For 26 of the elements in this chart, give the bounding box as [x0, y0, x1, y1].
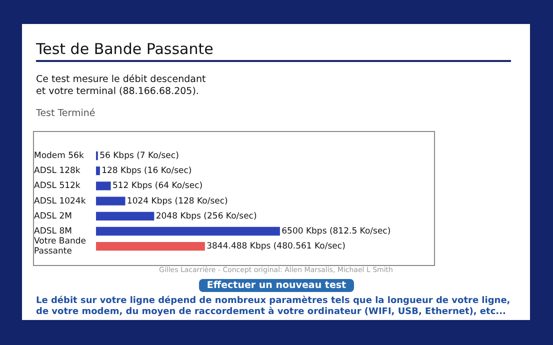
text: Ce test mesure le débit descendant	[36, 74, 206, 85]
y-tick-label: ADSL 128k	[34, 166, 80, 176]
bar	[96, 166, 100, 176]
data-label: 1024 Kbps (128 Ko/sec)	[126, 196, 228, 206]
data-label: 128 Kbps (16 Ko/sec)	[102, 166, 192, 176]
text: Test Terminé	[36, 108, 96, 119]
y-tick-label: ADSL 2M	[34, 211, 72, 222]
y-tick-label: Votre Bande Passante	[34, 236, 86, 257]
data-label: 56 Kbps (7 Ko/sec)	[100, 150, 179, 161]
y-tick-label: ADSL 1024k	[34, 196, 86, 206]
bar	[96, 242, 205, 251]
chart-title: Test de Bande Passante	[36, 40, 511, 62]
data-label: 512 Kbps (64 Ko/sec)	[112, 181, 203, 192]
data-label: 2048 Kbps (256 Ko/sec)	[156, 211, 257, 222]
data-label: 3844.488 Kbps (480.561 Ko/sec)	[206, 242, 346, 252]
new-test-button: Effectuer un nouveau test	[199, 279, 354, 292]
y-tick-label: ADSL 8M	[34, 226, 72, 236]
text: Le débit sur votre ligne dépend de nombreux paramètres tels que la longueur de votre ligne, de votre modem, du moyen de raccordement à votre ordinateur (WIFI, USB, Ethernet), etc...	[36, 296, 512, 318]
bar	[96, 196, 126, 206]
text: et votre terminal (88.166.68.205).	[36, 86, 199, 97]
bar	[96, 226, 280, 236]
y-tick-label: ADSL 512k	[34, 181, 80, 192]
bar	[96, 212, 154, 220]
y-tick-label: Modem 56k	[34, 150, 84, 161]
bar	[96, 182, 111, 190]
data-label: 6500 Kbps (812.5 Ko/sec)	[282, 226, 391, 236]
